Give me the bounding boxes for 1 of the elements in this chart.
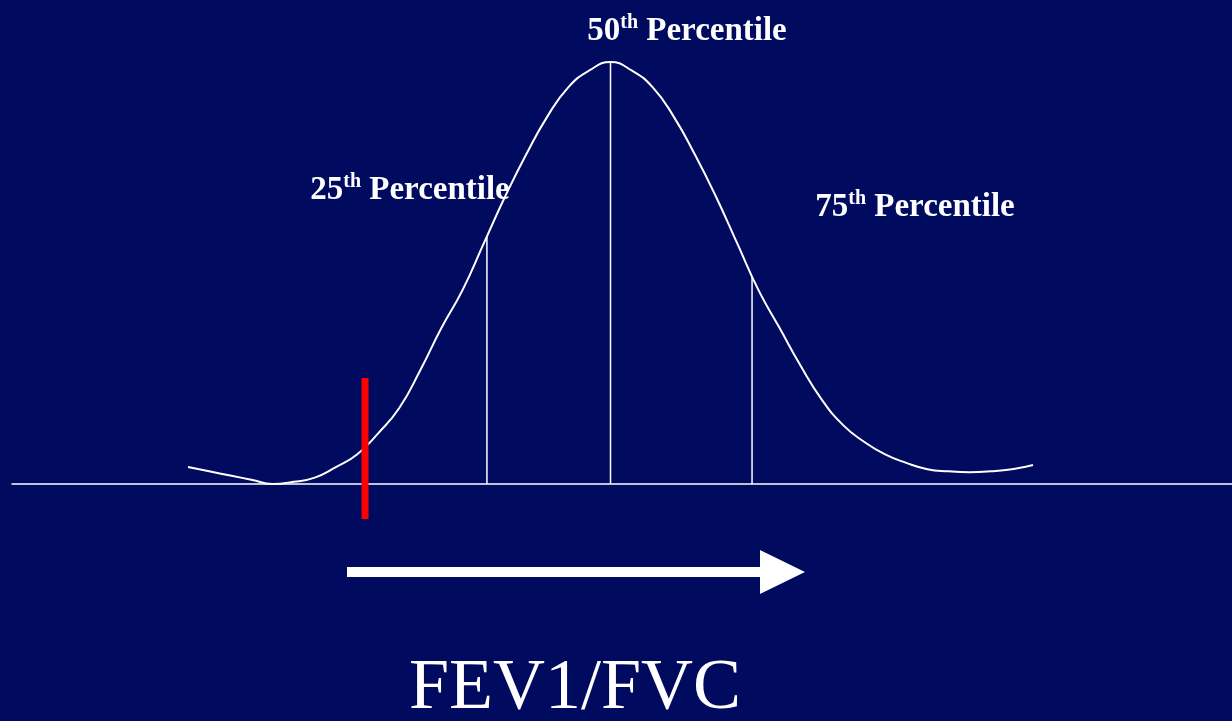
x-axis-title: FEV1/FVC <box>408 644 742 721</box>
